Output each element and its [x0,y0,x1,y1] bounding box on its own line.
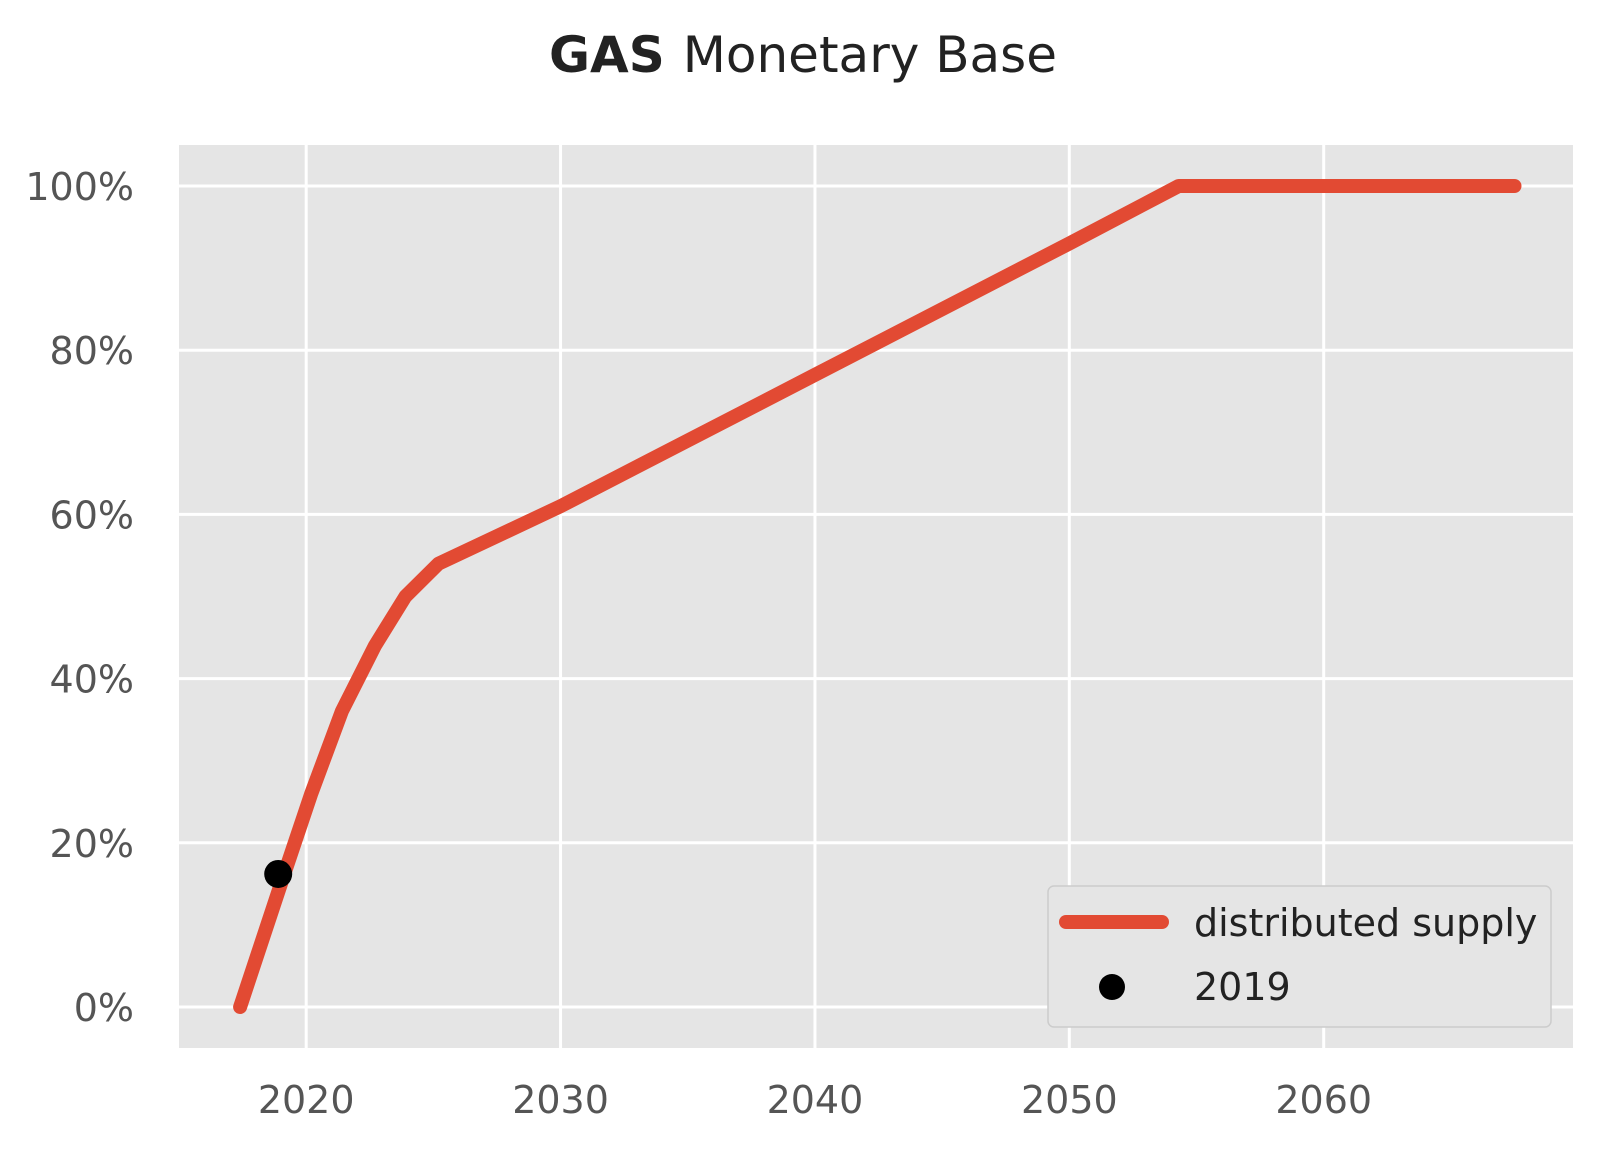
x-tick-labels: 2020 2030 2040 2050 2060 [258,1078,1372,1122]
x-tick-label: 2040 [767,1078,864,1122]
x-tick-label: 2020 [258,1078,355,1122]
legend-label-2019: 2019 [1194,965,1291,1009]
chart-title-bold: GAS [549,26,665,84]
series-line-distributed-supply [233,179,1522,1014]
legend-label-distributed-supply: distributed supply [1194,901,1537,945]
y-tick-label: 80% [50,329,134,373]
chart-title-rest: Monetary Base [683,26,1057,84]
legend-marker-swatch [1099,974,1125,1000]
y-tick-label: 20% [50,822,134,866]
x-tick-label: 2060 [1275,1078,1372,1122]
y-tick-labels: 0% 20% 40% 60% 80% 100% [25,165,134,1030]
series-point-2019 [264,859,293,888]
y-tick-label: 0% [74,986,134,1030]
x-tick-label: 2030 [512,1078,609,1122]
chart-title: GAS Monetary Base [549,26,1057,84]
x-tick-label: 2050 [1021,1078,1118,1122]
series-layer [233,179,1522,1014]
y-tick-label: 60% [50,493,134,537]
legend-box [1047,885,1552,1028]
y-tick-label: 40% [50,658,134,702]
y-tick-label: 100% [25,165,134,209]
legend: distributed supply 2019 [1047,885,1552,1028]
